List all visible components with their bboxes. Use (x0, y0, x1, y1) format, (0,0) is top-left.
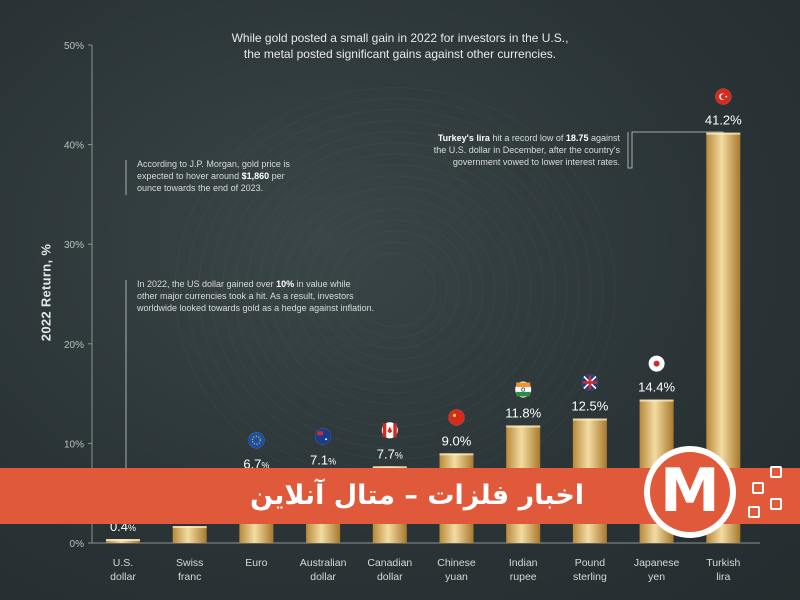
jpmorgan-note: According to J.P. Morgan, gold price is … (137, 159, 290, 193)
logo-letter: M (660, 456, 720, 526)
bar-highlight (106, 539, 140, 542)
canada-flag-icon (381, 422, 398, 439)
japan-flag-icon (648, 355, 665, 372)
metal-online-logo[interactable]: M (644, 446, 736, 538)
bar-highlight (506, 425, 541, 428)
category-label: Canadian (367, 557, 412, 569)
category-label: Swiss (176, 557, 203, 569)
banner-text: اخبار فلزات – متال آنلاین (250, 480, 585, 511)
category-label: Euro (245, 557, 267, 569)
bar-highlight (172, 526, 207, 529)
value-label: 41.2% (705, 113, 742, 128)
value-label: 14.4% (638, 380, 675, 395)
y-tick-label: 40% (64, 141, 84, 152)
bar-highlight (639, 399, 674, 402)
category-label: lira (716, 571, 730, 583)
australia-flag-icon (315, 428, 332, 445)
bar-highlight (439, 453, 474, 456)
eu-flag-icon (248, 432, 265, 449)
bar (172, 526, 207, 543)
category-label: dollar (110, 571, 136, 583)
headline-line-2: the metal posted significant gains again… (243, 47, 557, 61)
value-label: 11.8% (505, 405, 541, 420)
us-dollar-note: In 2022, the US dollar gained over 10% i… (137, 279, 375, 313)
value-label: 12.5% (571, 399, 608, 414)
category-label: Japanese (634, 557, 680, 569)
y-tick-label: 10% (64, 439, 84, 450)
y-tick-label: 30% (64, 240, 84, 251)
logo-square-4 (748, 506, 760, 518)
turkey-flag-icon (715, 88, 732, 105)
value-label: 7.1% (310, 452, 336, 467)
logo-square-1 (752, 482, 764, 494)
turkish-lira-note: Turkey's lira hit a record low of 18.75 … (433, 133, 620, 167)
category-label: dollar (310, 571, 336, 583)
value-label: 9.0% (442, 433, 472, 448)
y-tick-label: 50% (64, 41, 84, 52)
bar-highlight (706, 132, 741, 135)
bar-highlight (372, 466, 407, 469)
india-flag-icon (515, 381, 532, 398)
category-label: U.S. (113, 557, 133, 569)
logo-square-3 (770, 498, 782, 510)
bar-highlight (572, 418, 607, 421)
china-flag-icon (448, 409, 465, 426)
category-label: yen (648, 571, 665, 583)
category-label: Turkish (706, 557, 740, 569)
category-label: Chinese (437, 557, 476, 569)
category-labels: U.S. dollar Swiss franc Euro Australian dollar… (110, 557, 740, 583)
headline-line-1: While gold posted a small gain in 2022 f… (231, 31, 569, 45)
category-label: rupee (510, 571, 537, 583)
category-label: sterling (573, 571, 607, 583)
uk-flag-icon (581, 374, 598, 391)
y-tick-label: 20% (64, 340, 84, 351)
logo-square-2 (770, 466, 782, 478)
chart-headline: While gold posted a small gain in 2022 f… (200, 30, 600, 62)
y-tick-label: 0% (70, 539, 85, 550)
category-label: Pound (575, 557, 606, 569)
category-label: yuan (445, 571, 468, 583)
value-label: 7.7% (377, 446, 403, 461)
category-label: Indian (509, 557, 538, 569)
value-labels: 0.4%1.7%6.7%7.1%7.7%9.0%11.8%12.5%14.4%4… (110, 113, 742, 534)
category-label: Australian (300, 557, 347, 569)
category-label: franc (178, 571, 201, 583)
category-label: dollar (377, 571, 403, 583)
value-label: 6.7% (243, 456, 269, 471)
